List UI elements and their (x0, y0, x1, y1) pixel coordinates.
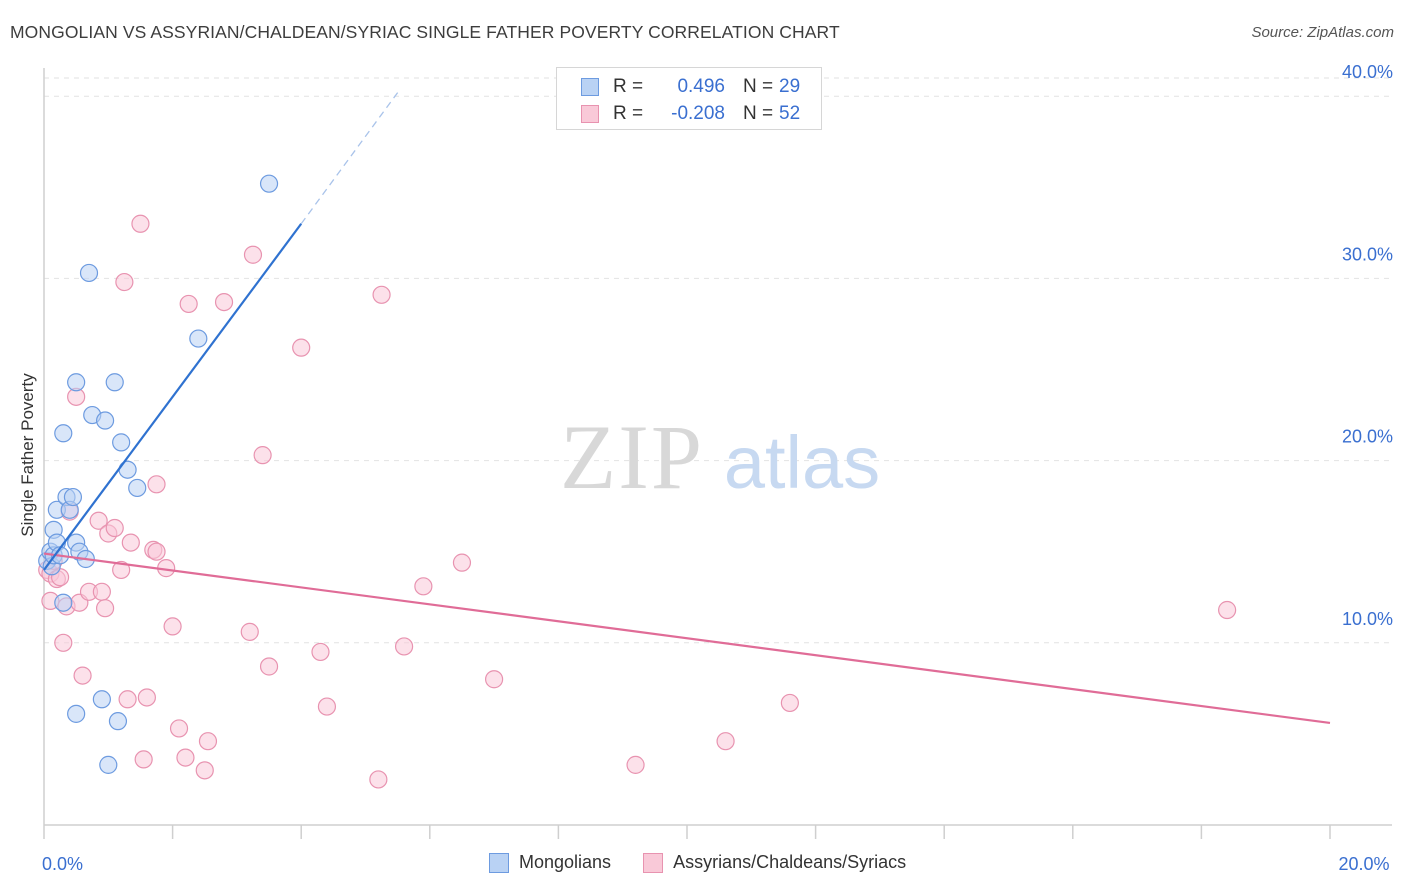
trend-layer (43, 92, 1331, 725)
assyrian-point (716, 732, 735, 751)
assyrian-point (292, 338, 311, 357)
source-credit: Source: ZipAtlas.com (1251, 24, 1394, 41)
y-tick-label: 40.0% (1342, 62, 1393, 82)
mongolian-point (92, 690, 111, 709)
assyrian-point (163, 617, 182, 636)
r-label: R = (613, 76, 644, 97)
assyrian-point (176, 748, 195, 767)
tick-label-layer: 10.0% 20.0% 30.0% 40.0% 0.0% 20.0% (42, 62, 1393, 874)
assyrian-point (253, 446, 272, 465)
assyrian-point (311, 642, 330, 662)
mongolians-swatch (581, 78, 599, 96)
mongolian-point (54, 424, 73, 443)
mongolian-trendline (43, 223, 303, 571)
y-axis-label: Single Father Poverty (18, 373, 37, 537)
assyrian-point (452, 553, 472, 572)
mongolians-n-value: 29 (779, 76, 801, 97)
assyrian-point (121, 533, 140, 552)
assyrian-point (134, 750, 153, 769)
assyrian-point (118, 690, 137, 709)
legend-row-mongolians: R = 0.496 N = 29 (581, 74, 800, 100)
assyrian-point (372, 285, 391, 304)
assyrian-point (131, 214, 150, 233)
points-layer (38, 174, 1237, 789)
assyrian-point (92, 582, 111, 601)
assyrian-point (115, 272, 134, 292)
n-label: N = (743, 76, 774, 97)
assyrian-point (195, 761, 214, 780)
assyrian-point (214, 293, 234, 312)
correlation-legend: R = 0.496 N = 29 R = -0.208 N = 52 (556, 67, 822, 130)
axis-layer (43, 68, 1392, 839)
assyrian-point (147, 475, 166, 494)
mongolian-point (67, 373, 86, 392)
mongolian-trendline-extension (300, 92, 399, 225)
assyrian-point (95, 599, 115, 618)
assyrian-point (137, 688, 156, 707)
assyrian-trendline (43, 552, 1331, 725)
grid-layer (44, 77, 1392, 644)
mongolians-legend-swatch (489, 852, 509, 873)
assyrian-point (243, 245, 263, 264)
mongolians-legend-label: Mongolians (519, 852, 612, 872)
assyrians-legend-swatch (643, 852, 664, 873)
assyrian-point (369, 770, 388, 789)
assyrian-point (394, 637, 414, 656)
y-tick-label: 10.0% (1342, 609, 1393, 629)
assyrian-point (112, 560, 131, 580)
legend-row-assyrians: R = -0.208 N = 52 (581, 101, 800, 127)
watermark: ZIP atlas (560, 406, 880, 508)
mongolian-point (54, 593, 73, 612)
assyrians-r-value: -0.208 (671, 103, 725, 124)
mongolian-point (79, 263, 99, 283)
assyrian-point (780, 693, 799, 713)
mongolian-point (105, 373, 124, 392)
assyrians-swatch (581, 105, 599, 123)
mongolian-point (112, 433, 131, 452)
assyrian-point (89, 511, 108, 530)
r-label: R = (613, 103, 644, 124)
assyrian-point (179, 294, 198, 314)
mongolian-point (99, 755, 118, 774)
assyrian-point (54, 633, 73, 652)
mongolian-point (63, 487, 83, 507)
series-legend: Mongolians Assyrians/Chaldeans/Syriacs (489, 852, 938, 873)
assyrian-point (240, 622, 259, 641)
mongolians-r-value: 0.496 (677, 76, 725, 97)
y-tick-label: 20.0% (1342, 427, 1393, 447)
n-label: N = (743, 103, 774, 124)
watermark-atlas: atlas (724, 421, 880, 504)
assyrian-point (317, 697, 337, 716)
x-tick-label: 0.0% (42, 854, 83, 874)
assyrian-point (414, 577, 433, 596)
legend-item-mongolians: Mongolians (489, 852, 611, 873)
mongolian-point (95, 411, 115, 430)
assyrian-point (1218, 600, 1237, 620)
assyrian-point (169, 719, 189, 738)
mongolian-point (259, 174, 279, 193)
assyrians-n-value: 52 (779, 103, 801, 124)
watermark-zip: ZIP (560, 406, 704, 508)
mongolian-point (67, 704, 86, 723)
legend-item-assyrians: Assyrians/Chaldeans/Syriacs (643, 852, 906, 873)
y-tick-label: 30.0% (1342, 244, 1393, 264)
assyrian-point (105, 518, 124, 538)
assyrian-point (259, 657, 279, 676)
mongolian-point (108, 712, 128, 731)
chart-title: MONGOLIAN VS ASSYRIAN/CHALDEAN/SYRIAC SI… (10, 22, 840, 42)
assyrian-point (626, 755, 645, 774)
assyrian-point (147, 542, 166, 561)
assyrians-legend-label: Assyrians/Chaldeans/Syriacs (673, 852, 907, 872)
assyrian-point (485, 670, 504, 689)
assyrian-point (73, 666, 92, 685)
mongolian-point (189, 329, 208, 348)
mongolian-point (128, 478, 147, 498)
x-tick-label: 20.0% (1338, 854, 1389, 874)
assyrian-point (198, 732, 218, 751)
